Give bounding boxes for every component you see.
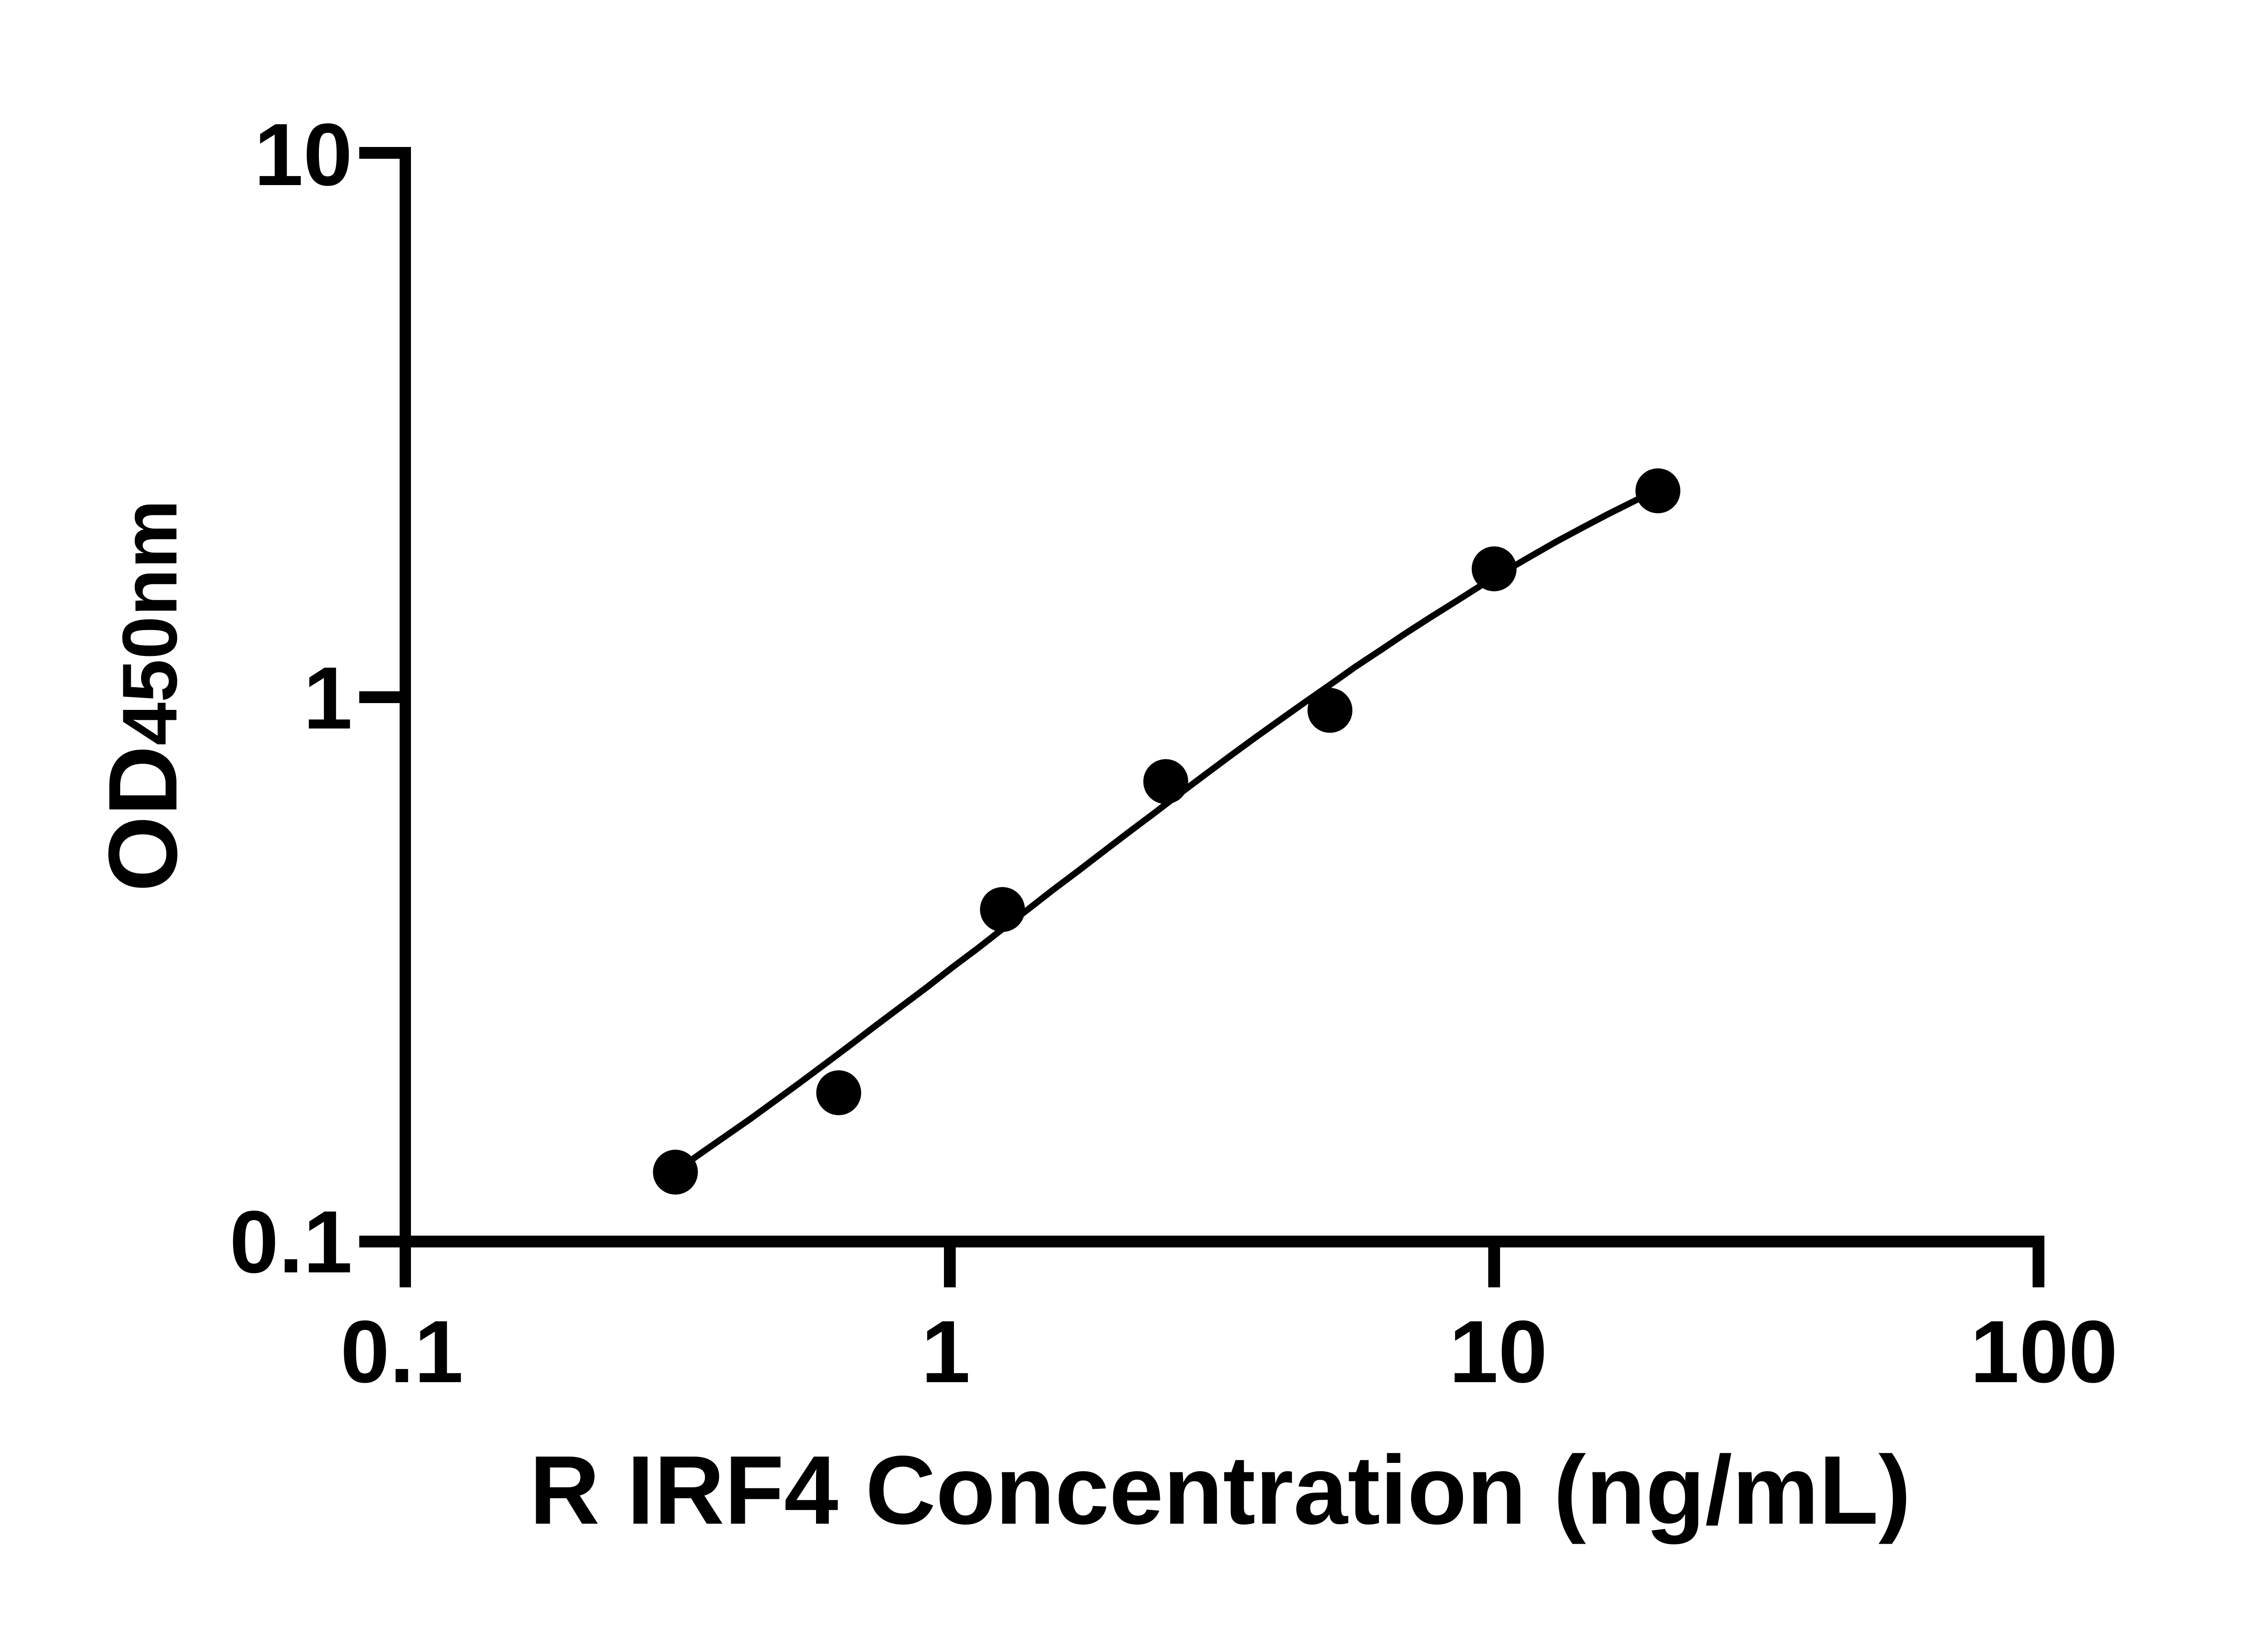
- svg-text:OD450nm: OD450nm: [88, 500, 197, 892]
- svg-text:R IRF4 Concentration (ng/mL): R IRF4 Concentration (ng/mL): [529, 1435, 1911, 1545]
- svg-text:100: 100: [1970, 1302, 2117, 1401]
- svg-text:0.1: 0.1: [340, 1302, 463, 1401]
- svg-text:0.1: 0.1: [230, 1193, 352, 1291]
- svg-text:1: 1: [303, 649, 352, 748]
- svg-text:1: 1: [921, 1302, 970, 1401]
- svg-text:10: 10: [254, 105, 352, 204]
- svg-text:10: 10: [1449, 1302, 1548, 1401]
